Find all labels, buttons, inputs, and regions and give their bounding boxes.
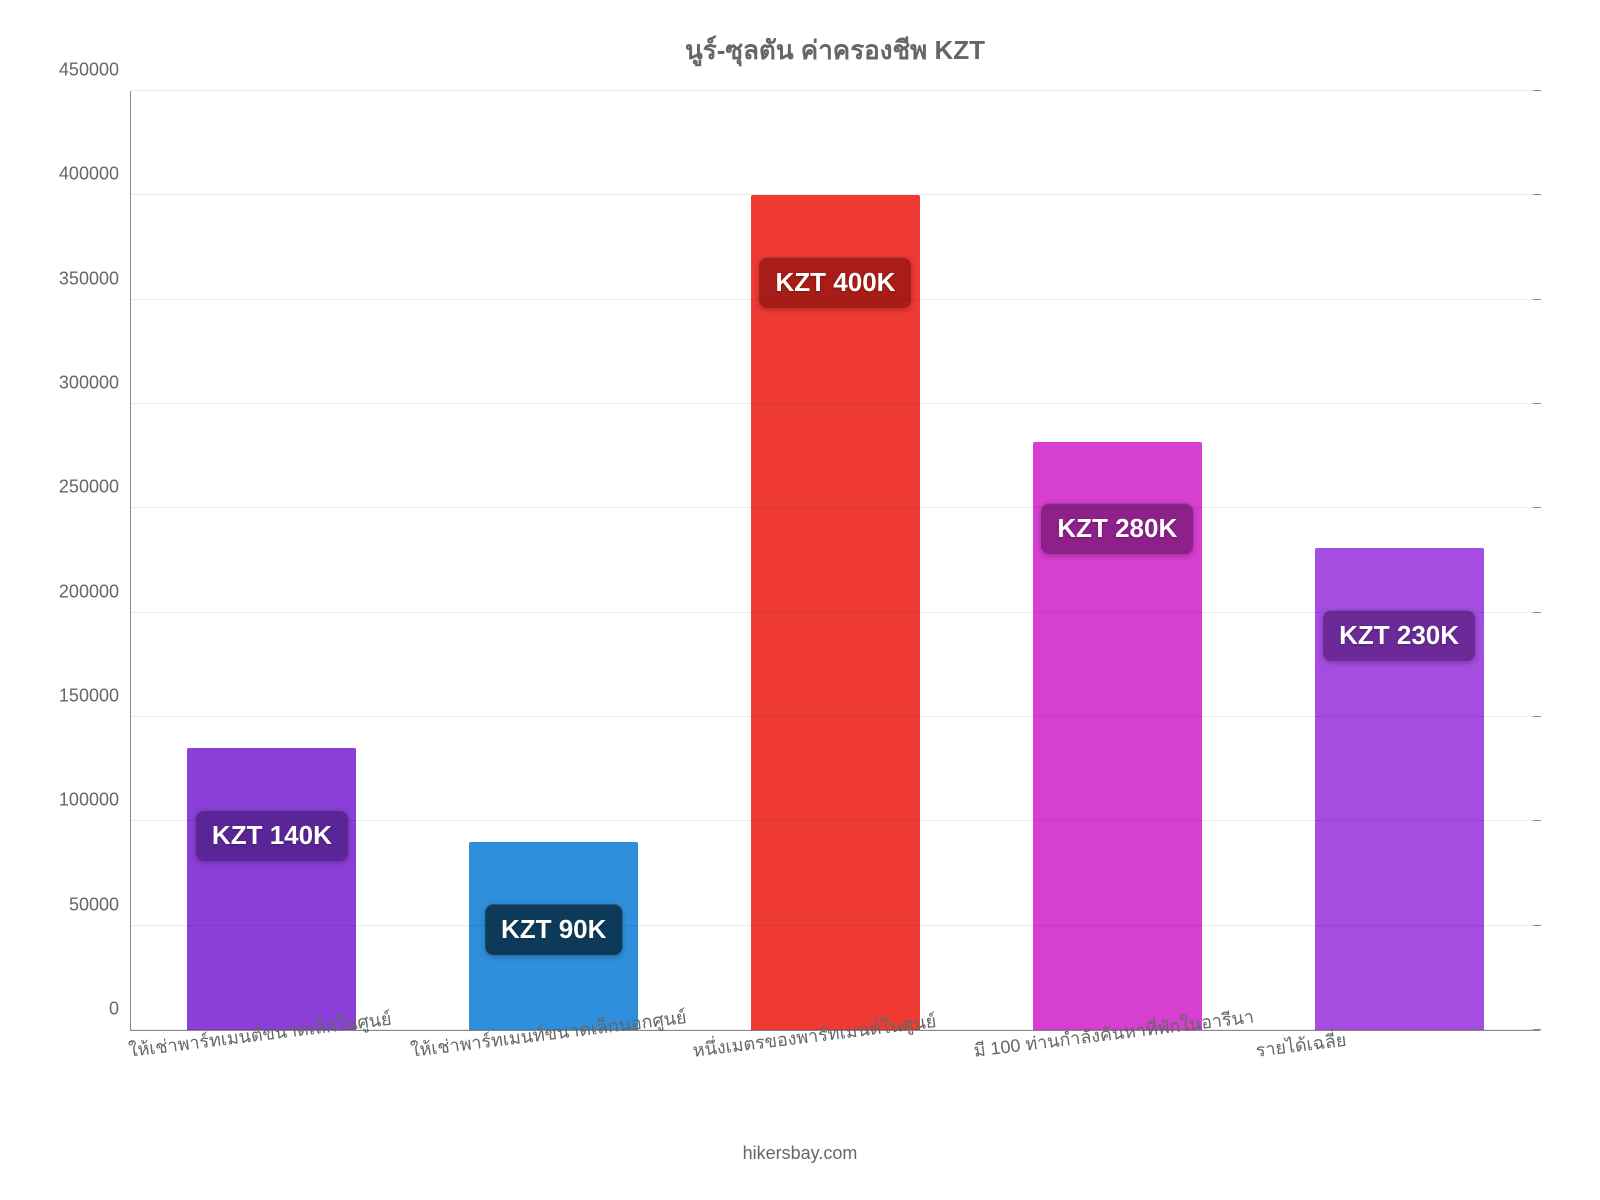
bar-slot: KZT 400Kหนึ่งเมตรของพาร์ทเมนต์ในศูนย์ bbox=[695, 91, 977, 1030]
grid-line bbox=[131, 612, 1540, 613]
y-tick-mark bbox=[1533, 612, 1541, 613]
y-tick-mark bbox=[1533, 716, 1541, 717]
y-tick-mark bbox=[1533, 90, 1541, 91]
grid-line bbox=[131, 1029, 1540, 1030]
value-badge: KZT 230K bbox=[1323, 610, 1475, 661]
grid-line bbox=[131, 507, 1540, 508]
y-tick-mark bbox=[1533, 299, 1541, 300]
chart-title: นูร์-ซุลตัน ค่าครองชีพ KZT bbox=[130, 30, 1540, 71]
y-tick-label: 50000 bbox=[69, 894, 131, 915]
y-tick-mark bbox=[1533, 820, 1541, 821]
y-tick-label: 100000 bbox=[59, 790, 131, 811]
value-badge: KZT 90K bbox=[485, 904, 622, 955]
y-tick-label: 300000 bbox=[59, 373, 131, 394]
y-tick-mark bbox=[1533, 925, 1541, 926]
y-tick-label: 350000 bbox=[59, 268, 131, 289]
plot-area: KZT 140Kให้เช่าพาร์ทเมนต์ขนาดเล็กในศูนย์… bbox=[130, 91, 1540, 1031]
grid-line bbox=[131, 716, 1540, 717]
grid-line bbox=[131, 403, 1540, 404]
grid-line bbox=[131, 925, 1540, 926]
chart-container: นูร์-ซุลตัน ค่าครองชีพ KZT KZT 140Kให้เช… bbox=[0, 0, 1600, 1200]
bar-slot: KZT 90Kให้เช่าพาร์ทเมนท์ขนาดเล็กนอกศูนย์ bbox=[413, 91, 695, 1030]
bar-slot: KZT 230Kรายได้เฉลี่ย bbox=[1258, 91, 1540, 1030]
y-tick-label: 150000 bbox=[59, 686, 131, 707]
grid-line bbox=[131, 299, 1540, 300]
y-tick-label: 200000 bbox=[59, 581, 131, 602]
grid-line bbox=[131, 194, 1540, 195]
bar-slot: KZT 280Kมี 100 ท่านกำลังค้นหาที่พักในอาร… bbox=[976, 91, 1258, 1030]
y-tick-mark bbox=[1533, 507, 1541, 508]
bars-layer: KZT 140Kให้เช่าพาร์ทเมนต์ขนาดเล็กในศูนย์… bbox=[131, 91, 1540, 1030]
x-axis-label: รายได้เฉลี่ย bbox=[1254, 1025, 1348, 1065]
value-badge: KZT 140K bbox=[196, 810, 348, 861]
bar bbox=[751, 195, 920, 1030]
y-tick-label: 0 bbox=[109, 999, 131, 1020]
y-tick-mark bbox=[1533, 194, 1541, 195]
grid-line bbox=[131, 90, 1540, 91]
y-tick-label: 450000 bbox=[59, 60, 131, 81]
bar-slot: KZT 140Kให้เช่าพาร์ทเมนต์ขนาดเล็กในศูนย์ bbox=[131, 91, 413, 1030]
bar bbox=[187, 748, 356, 1030]
y-tick-label: 250000 bbox=[59, 477, 131, 498]
value-badge: KZT 400K bbox=[760, 257, 912, 308]
grid-line bbox=[131, 820, 1540, 821]
chart-footer: hikersbay.com bbox=[0, 1143, 1600, 1164]
y-tick-mark bbox=[1533, 1029, 1541, 1030]
y-tick-mark bbox=[1533, 403, 1541, 404]
value-badge: KZT 280K bbox=[1041, 503, 1193, 554]
y-tick-label: 400000 bbox=[59, 164, 131, 185]
